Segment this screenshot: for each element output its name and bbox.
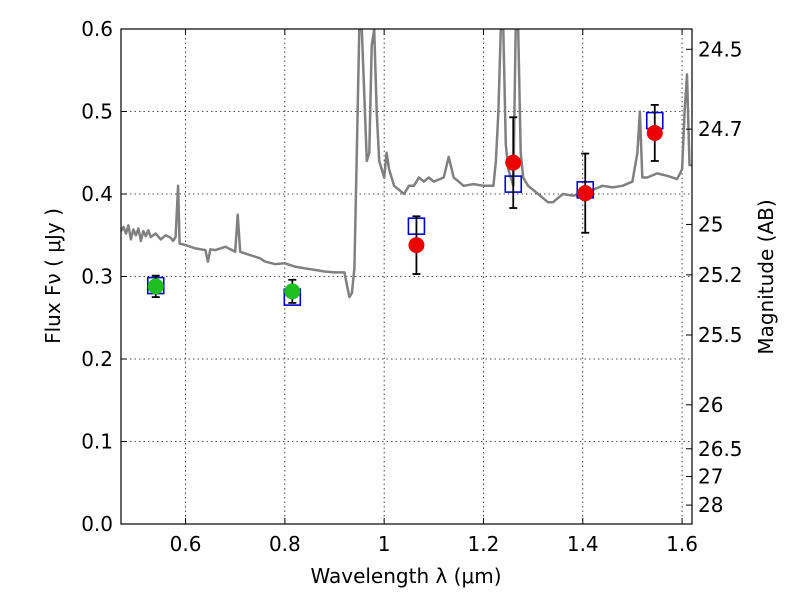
x-tick-label: 0.6 <box>170 532 202 556</box>
y-tick-label: 0.4 <box>81 182 113 206</box>
right-axis-label: Magnitude (AB) <box>754 199 778 354</box>
observed-point-red <box>646 124 663 141</box>
mag-tick-label: 24.7 <box>698 117 743 141</box>
ticks: 0.6 0.8 1 1.2 1.4 1.6 0.0 0.1 0.2 0.3 0.4 0.5 0.6 24.… <box>81 17 742 556</box>
model-spectrum-line <box>121 29 692 299</box>
x-axis-label: Wavelength λ (μm) <box>310 564 501 588</box>
observed-point-green <box>284 283 301 300</box>
observed-point-green <box>147 278 164 295</box>
y-tick-label: 0.3 <box>81 265 113 289</box>
observed-point-red <box>577 185 594 202</box>
mag-tick-label: 25.2 <box>698 263 743 287</box>
y-axis-label: Flux Fν ( μJy ) <box>41 208 65 344</box>
x-tick-label: 1 <box>378 532 391 556</box>
mag-tick-label: 27 <box>698 465 723 489</box>
mag-tick-label: 28 <box>698 493 723 517</box>
observed-point-red <box>505 154 522 171</box>
y-tick-label: 0.2 <box>81 347 113 371</box>
x-tick-label: 1.4 <box>567 532 599 556</box>
x-tick-label: 1.6 <box>666 532 698 556</box>
mag-tick-label: 24.5 <box>698 37 743 61</box>
y-tick-label: 0.1 <box>81 430 113 454</box>
y-tick-label: 0.6 <box>81 17 113 41</box>
observed-point-red <box>408 237 425 254</box>
mag-tick-label: 26.5 <box>698 437 743 461</box>
mag-tick-label: 25.5 <box>698 323 743 347</box>
y-tick-label: 0.0 <box>81 512 113 536</box>
mag-tick-label: 26 <box>698 393 723 417</box>
mag-tick-label: 25 <box>698 212 723 236</box>
x-tick-label: 1.2 <box>468 532 500 556</box>
markers <box>146 104 664 306</box>
x-tick-label: 0.8 <box>269 532 301 556</box>
y-tick-label: 0.5 <box>81 100 113 124</box>
plot-area <box>121 29 692 299</box>
grid <box>121 29 692 524</box>
